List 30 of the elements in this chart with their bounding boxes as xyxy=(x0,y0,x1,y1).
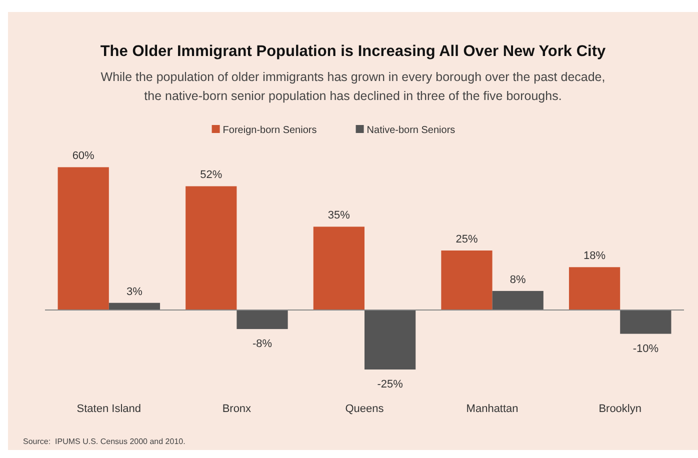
bar xyxy=(441,250,492,310)
bar xyxy=(58,167,109,310)
x-tick-label: Staten Island xyxy=(76,403,142,415)
data-label: 8% xyxy=(510,274,526,286)
x-tick-label: Bronx xyxy=(222,403,252,415)
x-tick-label: Brooklyn xyxy=(598,403,642,415)
bar xyxy=(568,267,620,310)
data-label: -25% xyxy=(377,378,404,390)
legend-label: Foreign-born Seniors xyxy=(222,125,317,136)
data-label: 52% xyxy=(200,169,222,182)
data-label: -8% xyxy=(252,338,272,350)
bar xyxy=(313,226,364,310)
chart-title: The Older Immigrant Population is Increasing All Over New York City xyxy=(100,43,606,60)
chart-subtitle: While the population of older immigrants has grown in every borough over the past decade, the native-born senior population has declined in three of the five boroughs. xyxy=(100,70,606,103)
bar xyxy=(108,302,160,310)
bar xyxy=(492,290,544,310)
x-tick-label: Queens xyxy=(345,403,384,415)
data-label: 35% xyxy=(328,210,350,222)
data-label: 3% xyxy=(126,286,143,298)
bar xyxy=(620,310,672,334)
data-label: -10% xyxy=(632,342,659,355)
bar xyxy=(236,310,288,330)
bar xyxy=(186,186,237,310)
data-label: 25% xyxy=(456,234,478,246)
bar xyxy=(364,310,416,370)
source-note: Source: IPUMS U.S. Census 2000 and 2010. xyxy=(23,437,186,446)
x-tick-label: Manhattan xyxy=(466,403,518,415)
legend-label: Native-born Seniors xyxy=(366,125,456,136)
data-label: 60% xyxy=(72,150,95,162)
data-label: 18% xyxy=(584,250,606,262)
